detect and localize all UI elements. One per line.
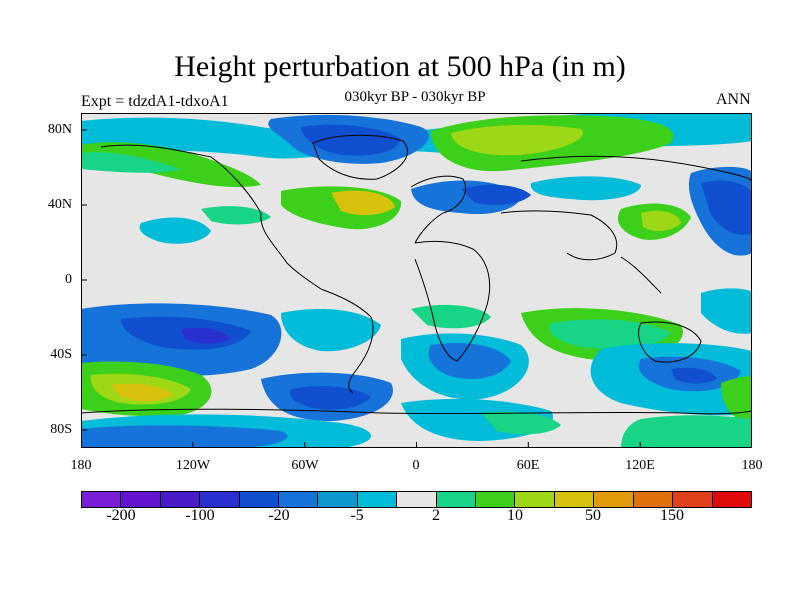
tick-marks [81, 129, 641, 448]
colorbar-swatch [554, 492, 595, 507]
colorbar-label: -5 [350, 507, 364, 524]
lat-label-40s: 40S [50, 347, 72, 362]
season-label: ANN [716, 91, 751, 108]
colorbar-label: 2 [432, 507, 440, 524]
lon-label-180e: 180 [741, 458, 763, 473]
lon-label-180w: 180 [70, 458, 92, 473]
lat-label-0: 0 [65, 272, 72, 287]
lon-label-60w: 60W [291, 458, 319, 473]
colorbar-swatch [673, 492, 713, 507]
colorbar-swatch [476, 492, 516, 507]
colorbar-swatch [397, 492, 437, 507]
lon-label-120w: 120W [175, 458, 211, 473]
colorbar-swatch [239, 492, 280, 507]
lat-label-80s: 80S [50, 422, 72, 437]
colorbar-swatch [279, 492, 319, 507]
colorbar-label: 50 [585, 507, 601, 524]
colorbar-label: -20 [268, 507, 290, 524]
colorbar-swatch [121, 492, 161, 507]
colorbar-label: 10 [507, 507, 523, 524]
colorbar-swatch [357, 492, 398, 507]
colorbar-swatch [82, 492, 122, 507]
experiment-label: Expt = tdzdA1-tdxoA1 [81, 93, 229, 110]
colorbar-swatch [160, 492, 201, 507]
lon-label-0: 0 [412, 458, 420, 473]
map-plot [81, 113, 752, 448]
lon-label-120e: 120E [625, 458, 655, 473]
lon-label-60e: 60E [516, 458, 540, 473]
map-subtitle: 030kyr BP - 030kyr BP [344, 89, 486, 105]
lat-label-40n: 40N [47, 197, 72, 212]
colorbar-label: -200 [106, 507, 136, 524]
colorbar-swatch [594, 492, 634, 507]
colorbar [81, 491, 752, 508]
colorbar-swatch [515, 492, 555, 507]
colorbar-swatch [712, 492, 751, 507]
colorbar-swatch [633, 492, 674, 507]
coastlines [81, 134, 752, 415]
colorbar-swatch [318, 492, 358, 507]
map-title: Height perturbation at 500 hPa (in m) [174, 50, 626, 83]
lat-label-80n: 80N [47, 122, 72, 137]
colorbar-swatch [200, 492, 240, 507]
contour-field [81, 113, 752, 448]
colorbar-label: -100 [185, 507, 215, 524]
colorbar-swatch [436, 492, 477, 507]
colorbar-label: 150 [660, 507, 684, 524]
